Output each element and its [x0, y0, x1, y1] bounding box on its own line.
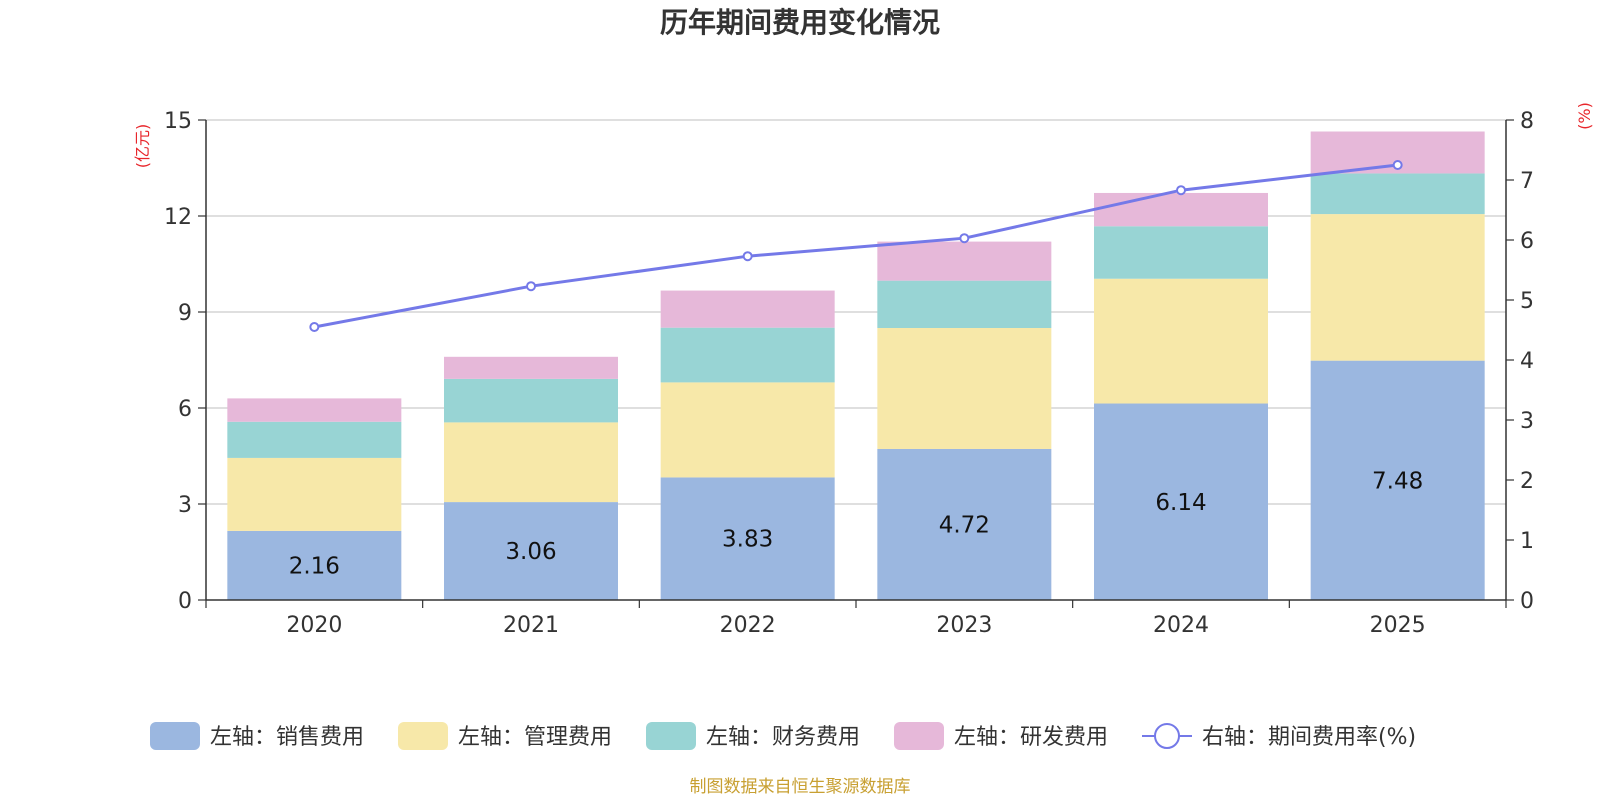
- left-tick-label: 3: [178, 493, 192, 518]
- right-tick-label: 8: [1520, 109, 1534, 134]
- legend-label: 左轴：研发费用: [954, 725, 1108, 750]
- legend-line-marker: [1154, 723, 1180, 749]
- bar-segment: [227, 530, 402, 600]
- bar-segment: [1310, 214, 1485, 361]
- right-axis-unit: (%): [1575, 102, 1594, 130]
- right-tick-label: 3: [1520, 409, 1534, 434]
- chart-title: 历年期间费用变化情况: [660, 6, 940, 39]
- legend-swatch: [398, 722, 448, 750]
- bar-value-label: 2.16: [289, 553, 340, 579]
- left-tick-label: 15: [164, 109, 192, 134]
- right-tick-label: 5: [1520, 289, 1534, 314]
- rate-line-path: [314, 163, 1398, 329]
- rate-point: [742, 251, 753, 262]
- left-tick-label: 12: [164, 205, 192, 230]
- left-tick-label: 9: [178, 301, 192, 326]
- x-tick-label: 2025: [1370, 613, 1426, 638]
- right-tick-label: 1: [1520, 529, 1534, 554]
- rate-point: [959, 233, 970, 244]
- bar-segment: [444, 502, 618, 600]
- x-tick-label: 2020: [286, 613, 342, 638]
- bar-segment: [1094, 278, 1268, 404]
- bar-segment: [877, 448, 1052, 600]
- bar-segment: [1094, 226, 1268, 279]
- bar-segment: [227, 421, 402, 458]
- right-tick-label: 6: [1520, 229, 1534, 254]
- x-tick-label: 2024: [1153, 613, 1209, 638]
- x-tick-label: 2021: [503, 613, 559, 638]
- bar-segment: [227, 457, 402, 531]
- rate-point: [309, 322, 320, 332]
- bar-value-label: 3.83: [722, 527, 773, 553]
- x-tick-label: 2022: [720, 613, 776, 638]
- bar-segment: [660, 477, 835, 600]
- bar-segment: [1310, 360, 1485, 600]
- bar-segment: [1094, 192, 1268, 227]
- rate-point: [1392, 160, 1403, 170]
- rate-line: [309, 160, 1403, 332]
- right-tick-label: 7: [1520, 169, 1534, 194]
- rate-point: [526, 281, 536, 292]
- bar-segment: [227, 398, 402, 422]
- source-note: 制图数据来自恒生聚源数据库: [690, 777, 911, 797]
- x-tick-label: 2023: [936, 613, 992, 638]
- bar-segment: [660, 290, 835, 328]
- left-tick-label: 0: [178, 589, 192, 614]
- rate-point: [1176, 185, 1186, 196]
- bar-value-label: 4.72: [939, 512, 990, 538]
- bar-value-label: 3.06: [505, 539, 556, 565]
- legend-label: 右轴：期间费用率(%): [1202, 725, 1416, 750]
- bar-segment: [1094, 403, 1268, 600]
- legend-label: 左轴：管理费用: [458, 725, 612, 750]
- bar-segment: [444, 378, 618, 423]
- left-axis-unit: (亿元): [133, 124, 152, 169]
- bar-segment: [444, 356, 618, 379]
- bar-segment: [877, 241, 1052, 281]
- right-tick-label: 0: [1520, 589, 1534, 614]
- legend-label: 左轴：财务费用: [706, 725, 860, 750]
- bar-segment: [1310, 173, 1485, 215]
- bar-segment: [877, 328, 1052, 449]
- bar-segment: [877, 280, 1052, 328]
- legend-swatch: [150, 722, 200, 750]
- left-tick-label: 6: [178, 397, 192, 422]
- legend-label: 左轴：销售费用: [210, 725, 364, 750]
- gridlines: [206, 119, 1506, 505]
- legend: 左轴：销售费用 左轴：管理费用 左轴：财务费用 左轴：研发费用 右轴：期间费用率(%): [150, 722, 1416, 750]
- bar-value-label: 6.14: [1155, 490, 1206, 516]
- bar-segment: [660, 382, 835, 478]
- legend-swatch: [894, 722, 944, 750]
- bar-segment: [660, 327, 835, 383]
- legend-swatch: [646, 722, 696, 750]
- right-tick-label: 4: [1520, 349, 1534, 374]
- bar-segment: [444, 422, 618, 503]
- right-tick-label: 2: [1520, 469, 1534, 494]
- bars: 2.16 3.06 3.83 4.72 6.14 7.48: [227, 131, 1485, 600]
- bar-value-label: 7.48: [1372, 468, 1423, 494]
